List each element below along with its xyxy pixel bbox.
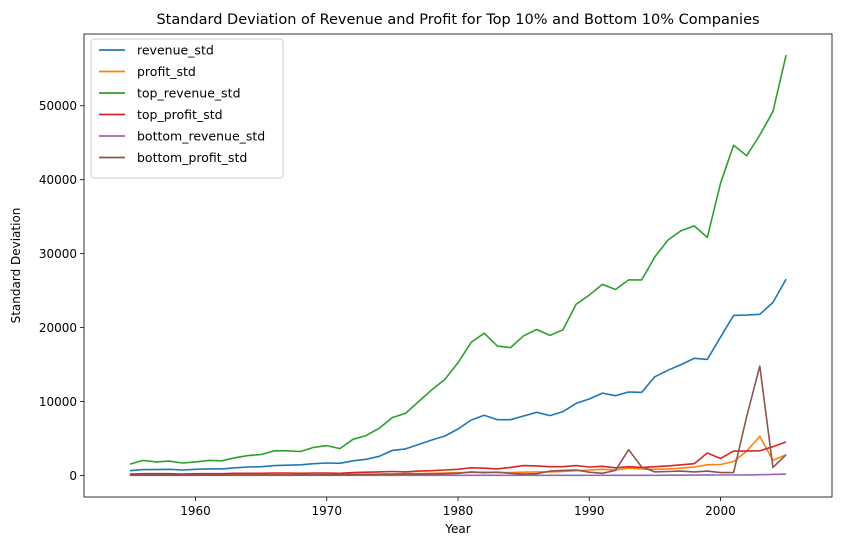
- legend-label-top_profit_std: top_profit_std: [137, 107, 223, 122]
- series-line-top_profit_std: [129, 441, 787, 475]
- series-line-bottom_profit_std: [129, 365, 787, 477]
- legend-box: [90, 38, 284, 179]
- series-line-top_revenue_std: [129, 54, 787, 465]
- x-tick-label: 1980: [443, 504, 474, 518]
- chart-title: Standard Deviation of Revenue and Profit…: [156, 12, 759, 28]
- y-tick-label: 40000: [39, 173, 77, 187]
- y-axis: 0 10000 20000 30000 40000 50000: [39, 99, 84, 483]
- legend-label-bottom_revenue_std: bottom_revenue_std: [137, 129, 265, 144]
- legend-label-profit_std: profit_std: [137, 64, 196, 79]
- legend-label-revenue_std: revenue_std: [137, 43, 214, 58]
- y-tick-label: 50000: [39, 99, 77, 113]
- legend: revenue_std profit_std top_revenue_std top_…: [90, 38, 284, 179]
- y-axis-title: Standard Deviation: [9, 208, 23, 324]
- y-tick-label: 20000: [39, 321, 77, 335]
- legend-label-bottom_profit_std: bottom_profit_std: [137, 150, 247, 165]
- x-tick-label: 1990: [574, 504, 605, 518]
- y-tick-label: 10000: [39, 395, 77, 409]
- x-tick-label: 1960: [180, 504, 211, 518]
- x-axis-title: Year: [444, 522, 470, 536]
- series-layer: [129, 54, 787, 477]
- legend-label-top_revenue_std: top_revenue_std: [137, 86, 241, 101]
- x-tick-label: 1970: [311, 504, 342, 518]
- y-tick-label: 30000: [39, 247, 77, 261]
- y-tick-label: 0: [69, 469, 77, 483]
- x-axis: 1960 1970 1980 1990 2000: [180, 497, 736, 518]
- series-line-revenue_std: [129, 278, 787, 472]
- x-tick-label: 2000: [705, 504, 736, 518]
